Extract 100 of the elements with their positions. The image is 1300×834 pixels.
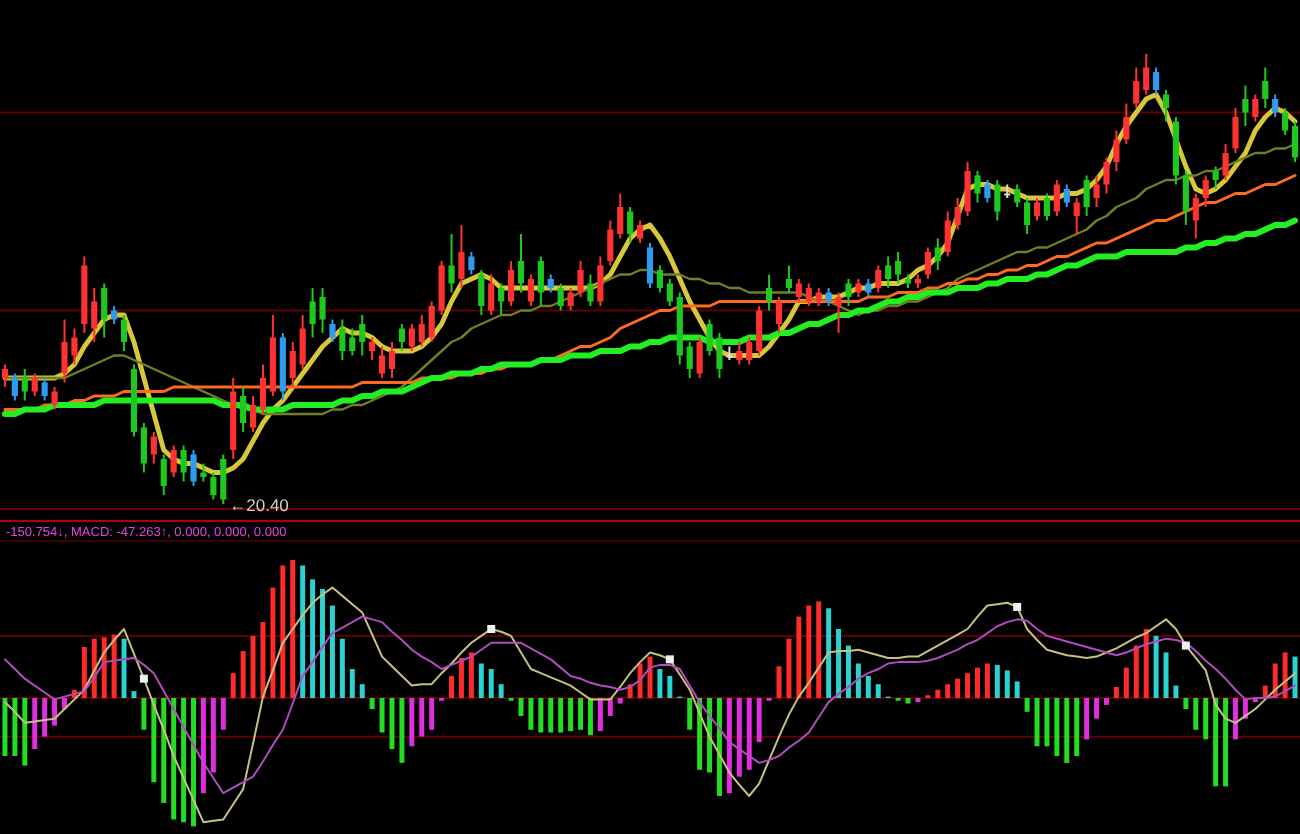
bar [1233, 698, 1238, 740]
candlestick [1103, 156, 1110, 195]
point [665, 655, 674, 664]
candlestick [41, 377, 48, 402]
bar [488, 669, 494, 698]
candlestick [1242, 84, 1249, 127]
candlestick [1133, 66, 1140, 109]
bar [597, 698, 603, 732]
candlestick [1, 363, 9, 388]
candlestick [150, 431, 157, 465]
bar [1034, 698, 1040, 747]
candlestick [587, 273, 594, 307]
candlestick [1014, 183, 1021, 208]
candlestick [448, 233, 455, 294]
bar [1203, 698, 1209, 740]
candlestick [101, 282, 108, 339]
bar [458, 657, 464, 698]
bar [310, 579, 316, 698]
candlestick [369, 336, 376, 361]
candlestick [120, 314, 128, 352]
bar [865, 675, 871, 698]
candlestick [885, 255, 892, 289]
candlestick [766, 273, 773, 312]
bar [42, 698, 48, 737]
bar [478, 663, 484, 698]
bar [32, 698, 38, 750]
bar [558, 698, 564, 733]
bar [568, 698, 574, 732]
candlestick [1083, 174, 1090, 217]
candlestick [597, 255, 604, 307]
bar [270, 587, 276, 698]
bar [399, 698, 405, 763]
bar [538, 698, 544, 733]
candlestick [21, 368, 28, 402]
candlestick [359, 314, 366, 357]
candlestick [736, 341, 743, 366]
candlestick [617, 192, 624, 240]
candlestick [299, 314, 306, 370]
candlestick [498, 282, 505, 316]
candlestick [785, 264, 793, 294]
candlestick [875, 264, 882, 294]
bar [161, 698, 167, 803]
bar [1143, 629, 1149, 698]
bar [369, 698, 375, 710]
bar [349, 669, 355, 698]
candlestick [934, 237, 941, 271]
candlestick [91, 287, 98, 343]
bar [1213, 698, 1219, 787]
candlestick [180, 444, 187, 483]
bar [131, 691, 137, 698]
candlestick [537, 255, 544, 307]
bar [419, 698, 425, 737]
bar [329, 605, 335, 698]
candlestick [994, 179, 1001, 222]
candlestick [607, 219, 614, 267]
bar [786, 638, 792, 698]
bar [687, 698, 693, 730]
candlestick [984, 179, 991, 204]
point [1013, 602, 1022, 611]
bar [468, 652, 474, 698]
bar [1113, 686, 1119, 698]
bar [955, 678, 961, 698]
bar [855, 663, 861, 698]
candlestick [517, 233, 525, 294]
bar [945, 684, 951, 698]
bar [151, 698, 157, 783]
candlestick [329, 318, 336, 343]
candlestick [488, 273, 495, 316]
bar [1292, 656, 1298, 698]
bar [22, 698, 28, 766]
bar [965, 673, 971, 698]
bar [806, 605, 812, 698]
bar [975, 667, 980, 698]
candlestick [1262, 66, 1269, 109]
candlestick [1113, 129, 1120, 172]
candlestick [627, 206, 634, 244]
candlestick [845, 278, 852, 307]
candlestick [478, 269, 485, 316]
bar [1074, 698, 1080, 756]
candlestick [339, 318, 346, 361]
bar [121, 638, 127, 698]
bar [1183, 698, 1189, 710]
candlestick [1063, 183, 1070, 208]
candlestick [1043, 192, 1051, 222]
bar [816, 601, 822, 698]
candlestick [1252, 93, 1259, 123]
bar [1064, 698, 1070, 763]
candlestick [240, 386, 247, 433]
candlestick [259, 363, 267, 415]
bar [181, 698, 187, 823]
bar [280, 565, 286, 698]
bar [1024, 698, 1030, 712]
point [487, 625, 496, 633]
candlestick [656, 264, 663, 294]
candlestick [557, 282, 564, 312]
bar [1054, 698, 1060, 756]
bar [826, 608, 832, 698]
candlestick [805, 282, 812, 307]
candlestick [160, 453, 167, 496]
candlestick [775, 296, 783, 334]
